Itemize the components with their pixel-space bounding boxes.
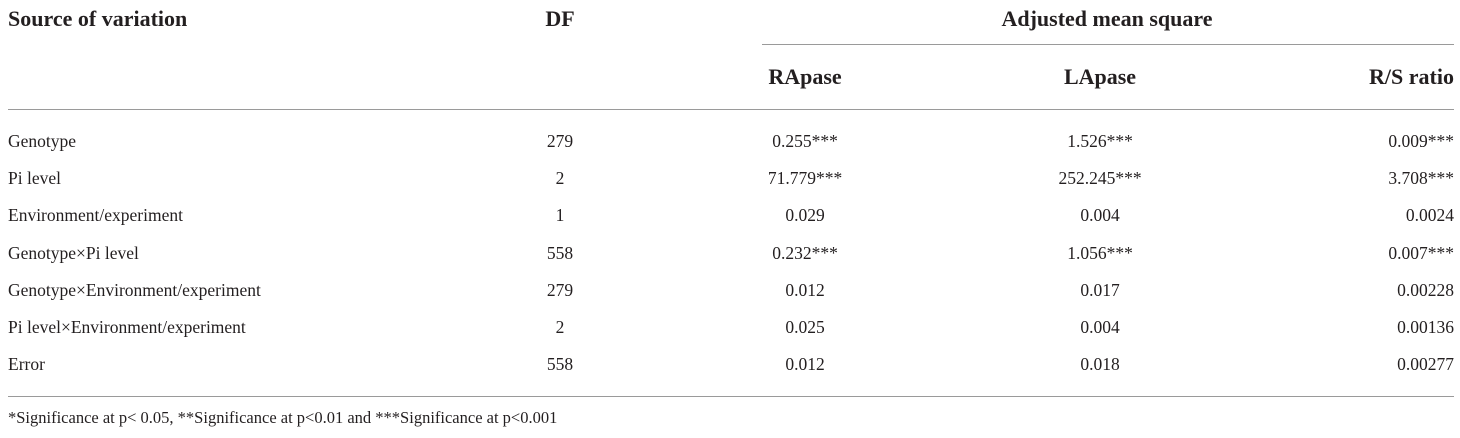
row-rs-ratio: 0.00136 bbox=[1397, 317, 1454, 337]
row-df: 558 bbox=[546, 354, 574, 374]
row-rs-ratio: 3.708*** bbox=[1388, 168, 1454, 188]
row-rs-ratio: 0.00228 bbox=[1397, 280, 1454, 300]
header-bottom-rule bbox=[8, 109, 1454, 110]
header-lapase: LApase bbox=[1063, 64, 1137, 89]
row-source: Genotype bbox=[8, 131, 77, 151]
header-adjusted-mean-square: Adjusted mean square bbox=[1001, 6, 1213, 31]
row-source: Genotype×Pi level bbox=[8, 243, 139, 263]
row-rapase: 0.232*** bbox=[772, 243, 838, 263]
row-source: Error bbox=[8, 354, 45, 374]
row-lapase: 0.004 bbox=[1080, 317, 1120, 337]
row-rs-ratio: 0.009*** bbox=[1388, 131, 1454, 151]
group-header-rule bbox=[762, 44, 1454, 45]
row-df: 2 bbox=[555, 168, 565, 188]
row-source: Environment/experiment bbox=[8, 205, 183, 225]
header-source-of-variation: Source of variation bbox=[8, 6, 188, 31]
row-df: 279 bbox=[546, 280, 574, 300]
row-rapase: 0.255*** bbox=[772, 131, 838, 151]
row-rs-ratio: 0.0024 bbox=[1405, 205, 1454, 225]
row-df: 279 bbox=[546, 131, 574, 151]
row-df: 2 bbox=[555, 317, 565, 337]
row-df: 1 bbox=[555, 205, 565, 225]
header-rs-ratio: R/S ratio bbox=[1369, 64, 1454, 89]
row-source: Pi level bbox=[8, 168, 61, 188]
row-source: Pi level×Environment/experiment bbox=[8, 317, 246, 337]
row-lapase: 0.018 bbox=[1080, 354, 1120, 374]
header-df: DF bbox=[545, 6, 575, 31]
row-rapase: 0.012 bbox=[785, 354, 825, 374]
row-source: Genotype×Environment/experiment bbox=[8, 280, 261, 300]
header-rapase: RApase bbox=[768, 64, 842, 89]
row-rapase: 0.029 bbox=[785, 205, 825, 225]
table-bottom-rule bbox=[8, 396, 1454, 397]
footnote: *Significance at p< 0.05, **Significance… bbox=[8, 408, 558, 427]
row-rapase: 0.012 bbox=[785, 280, 825, 300]
row-rs-ratio: 0.00277 bbox=[1397, 354, 1454, 374]
row-lapase: 0.017 bbox=[1080, 280, 1120, 300]
row-rs-ratio: 0.007*** bbox=[1388, 243, 1454, 263]
row-lapase: 1.526*** bbox=[1067, 131, 1133, 151]
row-rapase: 71.779*** bbox=[767, 168, 843, 188]
row-lapase: 0.004 bbox=[1080, 205, 1120, 225]
row-df: 558 bbox=[546, 243, 574, 263]
row-lapase: 1.056*** bbox=[1067, 243, 1133, 263]
row-rapase: 0.025 bbox=[785, 317, 825, 337]
row-lapase: 252.245*** bbox=[1058, 168, 1142, 188]
